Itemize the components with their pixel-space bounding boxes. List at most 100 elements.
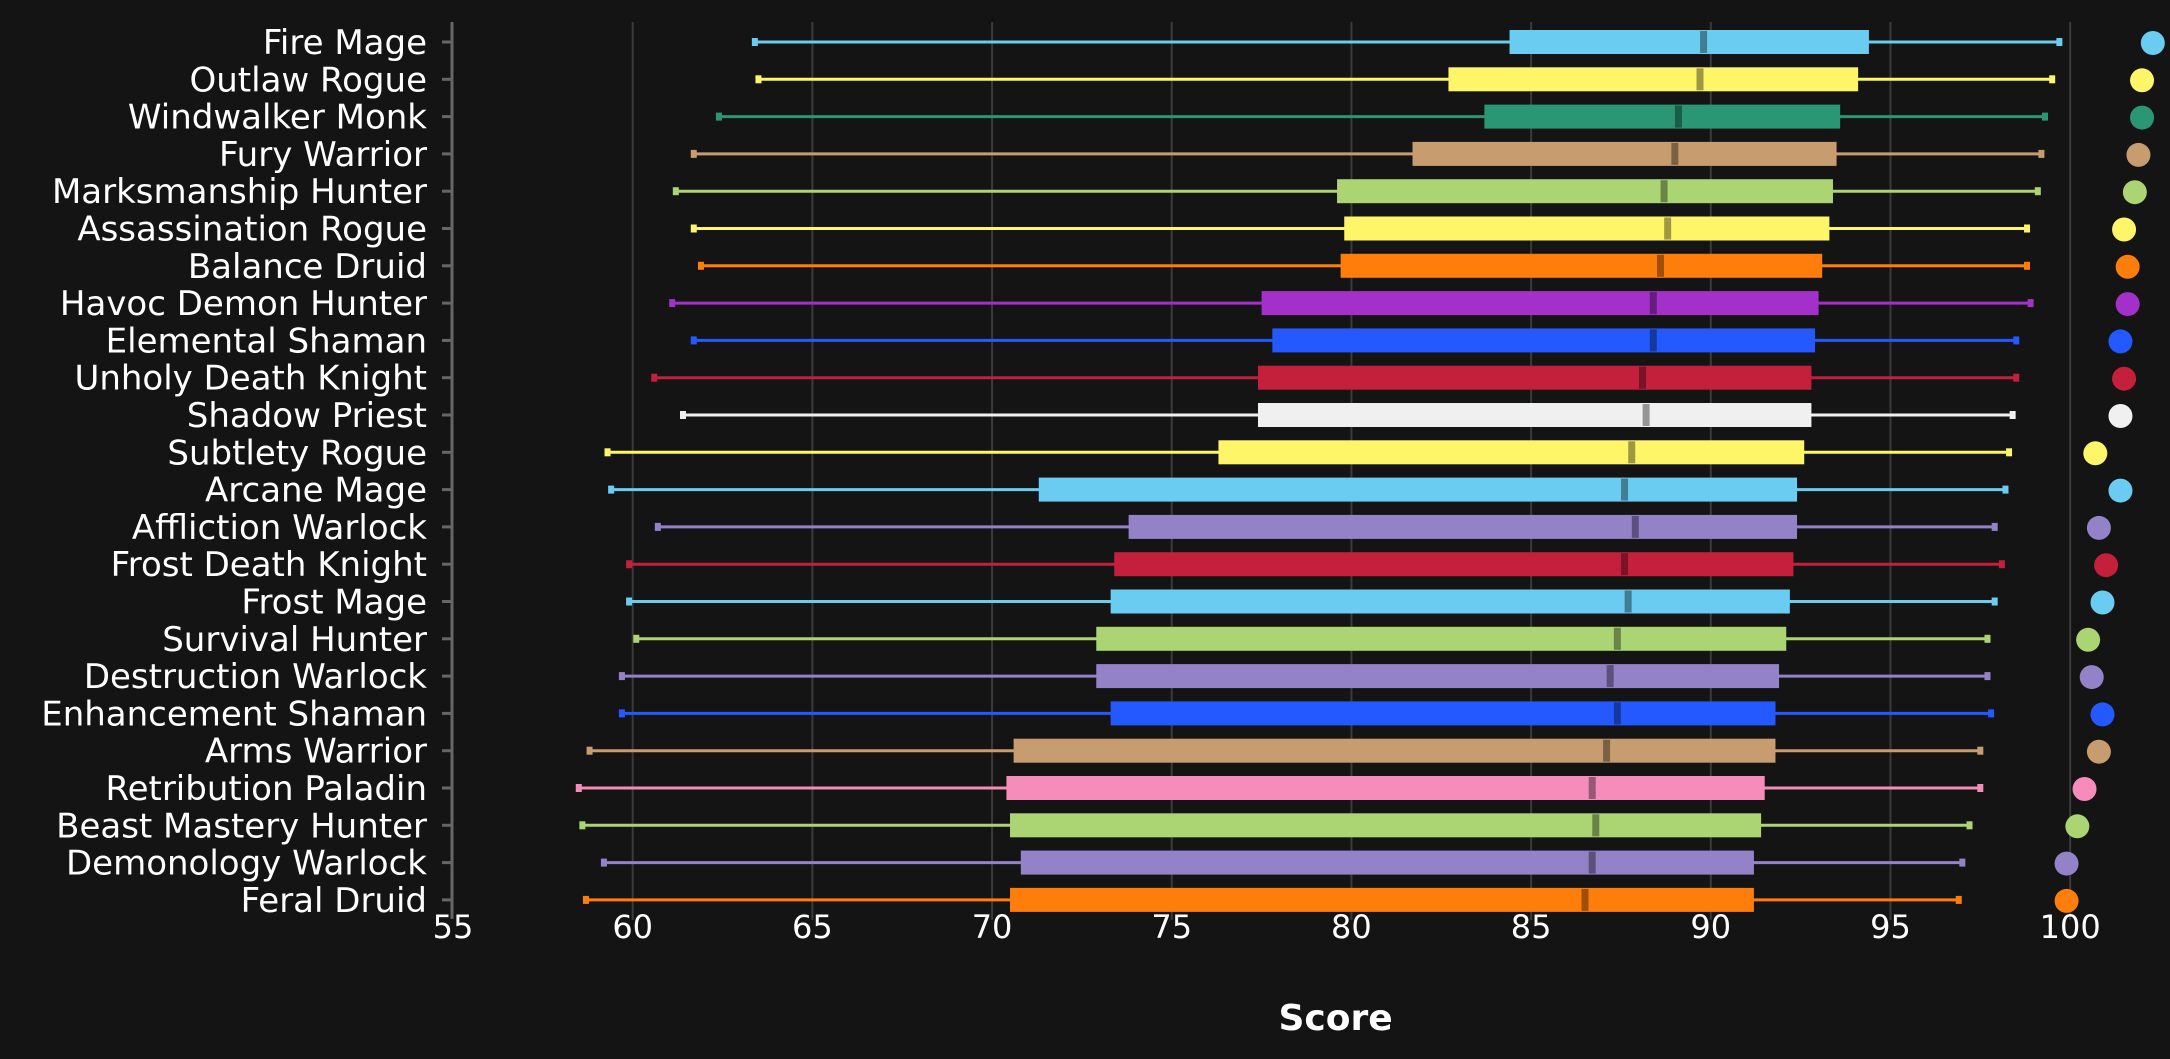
median-marker xyxy=(1642,404,1650,426)
category-label: Survival Hunter xyxy=(162,620,427,660)
iqr-box xyxy=(1006,776,1765,800)
whisker-max-cap xyxy=(2049,75,2056,84)
score-dot xyxy=(2126,142,2151,167)
whisker-max-cap xyxy=(1991,522,1998,531)
category-label: Affliction Warlock xyxy=(132,508,427,548)
whisker-min-cap xyxy=(600,858,607,867)
category-label: Havoc Demon Hunter xyxy=(60,284,427,324)
score-dot xyxy=(2115,254,2140,279)
score-dot xyxy=(2140,31,2165,55)
whisker-max-cap xyxy=(2006,448,2013,457)
score-dot xyxy=(2094,553,2119,578)
whisker-min-cap xyxy=(715,112,722,121)
whisker-max-cap xyxy=(2009,411,2016,419)
score-dot xyxy=(2054,851,2079,876)
whisker-min-cap xyxy=(651,373,658,382)
whisker-max-cap xyxy=(2042,112,2049,121)
median-marker xyxy=(1613,627,1621,650)
score-dot xyxy=(2112,217,2137,242)
category-label: Feral Druid xyxy=(241,881,427,921)
category-label: Frost Mage xyxy=(241,583,427,623)
x-tick-label: 75 xyxy=(1151,908,1192,946)
whisker-min-cap xyxy=(575,784,582,792)
iqr-box xyxy=(1038,477,1798,502)
whisker-min-cap xyxy=(654,522,661,531)
whisker-min-cap xyxy=(633,634,640,643)
category-label: Retribution Paladin xyxy=(105,769,427,809)
whisker-min-cap xyxy=(672,187,679,196)
whisker-max-cap xyxy=(2056,38,2063,46)
category-label: Assassination Rogue xyxy=(77,210,427,250)
score-dot xyxy=(2115,292,2140,317)
median-marker xyxy=(1613,702,1621,725)
score-dot xyxy=(2072,777,2097,801)
score-dot xyxy=(2122,180,2147,205)
iqr-box xyxy=(1114,552,1794,577)
median-marker xyxy=(1631,515,1639,538)
whisker-max-cap xyxy=(1984,634,1991,643)
iqr-box xyxy=(1337,179,1833,204)
whisker-max-cap xyxy=(1966,821,1973,830)
category-label: Fury Warrior xyxy=(219,135,427,175)
whisker-min-cap xyxy=(626,560,633,569)
score-dot xyxy=(2090,702,2115,727)
iqr-box xyxy=(1013,738,1776,763)
whisker-min-cap xyxy=(669,299,676,308)
category-label: Windwalker Monk xyxy=(128,98,427,138)
whisker-min-cap xyxy=(755,75,762,84)
median-marker xyxy=(1696,68,1704,91)
iqr-box xyxy=(1509,30,1869,54)
whisker-max-cap xyxy=(2024,224,2031,233)
category-label: Shadow Priest xyxy=(187,396,427,436)
box-plots xyxy=(575,30,2063,912)
score-dot xyxy=(2112,366,2137,391)
median-marker xyxy=(1588,851,1596,874)
iqr-box xyxy=(1344,216,1830,241)
score-dot xyxy=(2108,404,2133,428)
x-tick-label: 100 xyxy=(2040,908,2101,946)
median-marker xyxy=(1606,665,1614,688)
median-marker xyxy=(1628,441,1636,464)
whisker-max-cap xyxy=(1955,895,1962,904)
whisker-min-cap xyxy=(582,895,589,904)
whisker-max-cap xyxy=(2013,336,2020,345)
whisker-min-cap xyxy=(618,709,625,718)
whisker-min-cap xyxy=(690,336,697,345)
iqr-box xyxy=(1412,141,1837,166)
iqr-box xyxy=(1218,440,1805,465)
median-marker xyxy=(1603,739,1611,762)
iqr-box xyxy=(1272,328,1816,353)
median-marker xyxy=(1674,105,1682,128)
category-label: Frost Death Knight xyxy=(111,545,427,585)
median-marker xyxy=(1649,329,1657,352)
median-marker xyxy=(1588,777,1596,799)
x-axis-title: Score xyxy=(1278,998,1392,1039)
median-marker xyxy=(1624,590,1632,613)
median-marker xyxy=(1660,180,1668,203)
whisker-max-cap xyxy=(1977,784,1984,792)
median-marker xyxy=(1700,31,1708,53)
median-marker xyxy=(1621,478,1629,501)
whisker-max-cap xyxy=(2002,485,2009,494)
category-label: Balance Druid xyxy=(188,247,427,287)
whisker-max-cap xyxy=(1991,597,1998,606)
whisker-min-cap xyxy=(679,411,686,419)
x-tick-label: 65 xyxy=(792,908,833,946)
iqr-box xyxy=(1261,291,1819,316)
median-marker xyxy=(1656,254,1664,277)
category-label: Fire Mage xyxy=(263,23,427,63)
median-marker xyxy=(1671,142,1679,165)
x-tick-label: 95 xyxy=(1870,908,1911,946)
iqr-box xyxy=(1010,887,1754,912)
score-dot xyxy=(2065,814,2090,839)
whisker-max-cap xyxy=(1984,672,1991,681)
category-label: Enhancement Shaman xyxy=(41,694,427,734)
category-label: Outlaw Rogue xyxy=(190,60,428,100)
whisker-min-cap xyxy=(697,261,704,270)
score-dots xyxy=(2054,31,2165,913)
grid-lines xyxy=(631,22,2072,920)
median-marker xyxy=(1592,814,1600,837)
